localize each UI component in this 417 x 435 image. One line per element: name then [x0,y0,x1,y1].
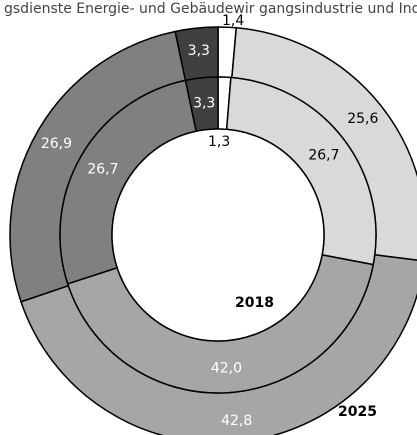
inner-label-1: 26,7 [308,148,339,164]
outer-label-4: 3,3 [188,43,210,59]
donut-center-hole [111,128,325,342]
inner-label-2: 42,0 [211,361,242,377]
ring-label-2018: 2018 [235,295,274,311]
outer-label-3: 26,9 [41,136,72,152]
cut-off-header-text: gsdienste Energie- und Gebäudewir gangsi… [4,1,417,17]
data-labels: 1,4 25,6 42,8 26,9 3,3 1,3 26,7 42,0 26,7 3,3 [41,13,379,429]
ring-label-2025: 2025 [338,404,377,420]
inner-label-4: 3,3 [193,96,215,112]
inner-label-3: 26,7 [87,161,118,177]
outer-label-2: 42,8 [221,413,252,429]
inner-ring-2018 [59,76,377,394]
outer-label-0: 1,4 [222,13,244,29]
outer-label-1: 25,6 [347,111,378,127]
inner-label-0: 1,3 [208,134,230,150]
